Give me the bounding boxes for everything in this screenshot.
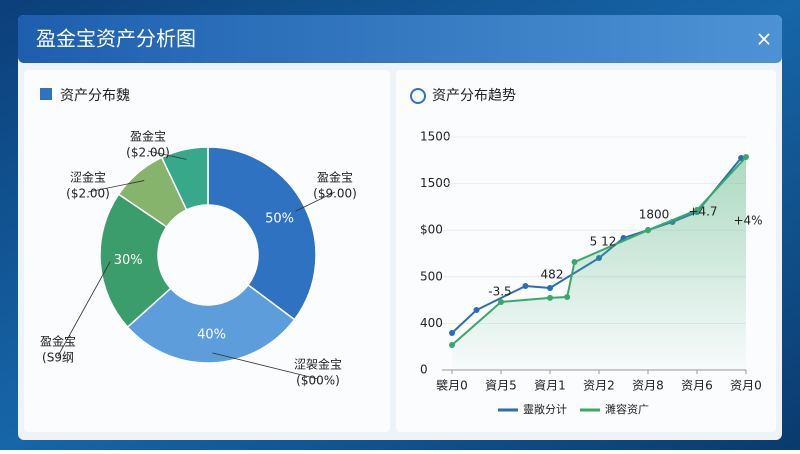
point xyxy=(449,341,455,348)
data-label: 40% xyxy=(197,327,226,342)
annotation: +4.7 xyxy=(688,205,717,219)
segment-name: 盈金宝 xyxy=(40,334,76,349)
segment-amount: (S9纲 xyxy=(42,351,74,365)
panel-icon xyxy=(410,88,426,104)
segment-name: 盈金宝 xyxy=(317,170,353,185)
y-tick-label: 400 xyxy=(420,316,443,330)
window-title: 盈金宝资产分析图 xyxy=(36,27,196,51)
data-label: 30% xyxy=(114,253,143,268)
line xyxy=(451,156,747,346)
leader-line xyxy=(212,352,319,380)
segment-name: 盈金宝 xyxy=(130,129,166,144)
point xyxy=(743,154,749,161)
y-tick-label: 0 xyxy=(420,363,428,377)
point xyxy=(571,259,578,266)
annotation: 5 12 xyxy=(590,235,617,249)
panel-left xyxy=(24,70,390,432)
point xyxy=(498,298,504,305)
panel-title: 资产分布魏 xyxy=(60,88,130,104)
point xyxy=(694,207,700,214)
segment-amount: ($9.00) xyxy=(313,187,357,201)
annotation: 482 xyxy=(541,268,564,282)
x-tick-label: 资月2 xyxy=(583,379,615,393)
y-tick-label: 1500 xyxy=(420,130,451,144)
annotation: 1800 xyxy=(639,208,670,222)
legend-label: 濉容资广 xyxy=(605,402,649,416)
donut-segment xyxy=(160,146,209,211)
annotation: -3.5 xyxy=(488,285,511,299)
legend-label: 靈敞分计 xyxy=(523,402,567,416)
segment-name: 涩袈金宝 xyxy=(294,357,342,372)
segment-amount: ($2.00) xyxy=(126,146,170,160)
x-tick-label: 資月1 xyxy=(534,379,566,393)
point xyxy=(547,284,553,291)
donut-segment xyxy=(207,146,317,321)
y-tick-label: $00 xyxy=(420,223,443,237)
point xyxy=(449,330,455,337)
y-tick-label: 1500 xyxy=(420,176,451,190)
x-tick-label: 资月8 xyxy=(632,379,664,393)
panel-title: 资产分布趋势 xyxy=(432,88,516,104)
close-button[interactable]: × xyxy=(756,27,773,51)
x-tick-label: 襞月0 xyxy=(436,378,468,393)
y-tick-label: 500 xyxy=(420,269,443,283)
leader-line xyxy=(57,261,111,357)
panel-icon xyxy=(40,88,52,100)
header-bar xyxy=(18,15,782,63)
x-tick-label: 資月5 xyxy=(485,379,517,393)
segment-name: 涩金宝 xyxy=(70,170,106,185)
point xyxy=(564,293,571,300)
leader-line xyxy=(87,180,145,193)
leader-line xyxy=(147,150,187,160)
point xyxy=(547,294,553,301)
data-label: 50% xyxy=(265,212,294,227)
point xyxy=(645,227,651,234)
donut-segment xyxy=(126,283,296,364)
leader-line xyxy=(295,191,336,212)
annotation: +4% xyxy=(733,214,762,228)
donut-segment xyxy=(99,193,172,329)
point xyxy=(473,307,480,314)
x-tick-label: 资月0 xyxy=(730,379,762,393)
segment-amount: ($2.00) xyxy=(66,187,110,201)
x-tick-label: 资月6 xyxy=(681,379,713,393)
area xyxy=(452,157,746,370)
point xyxy=(522,282,529,289)
segment-amount: ($00%) xyxy=(296,374,340,388)
